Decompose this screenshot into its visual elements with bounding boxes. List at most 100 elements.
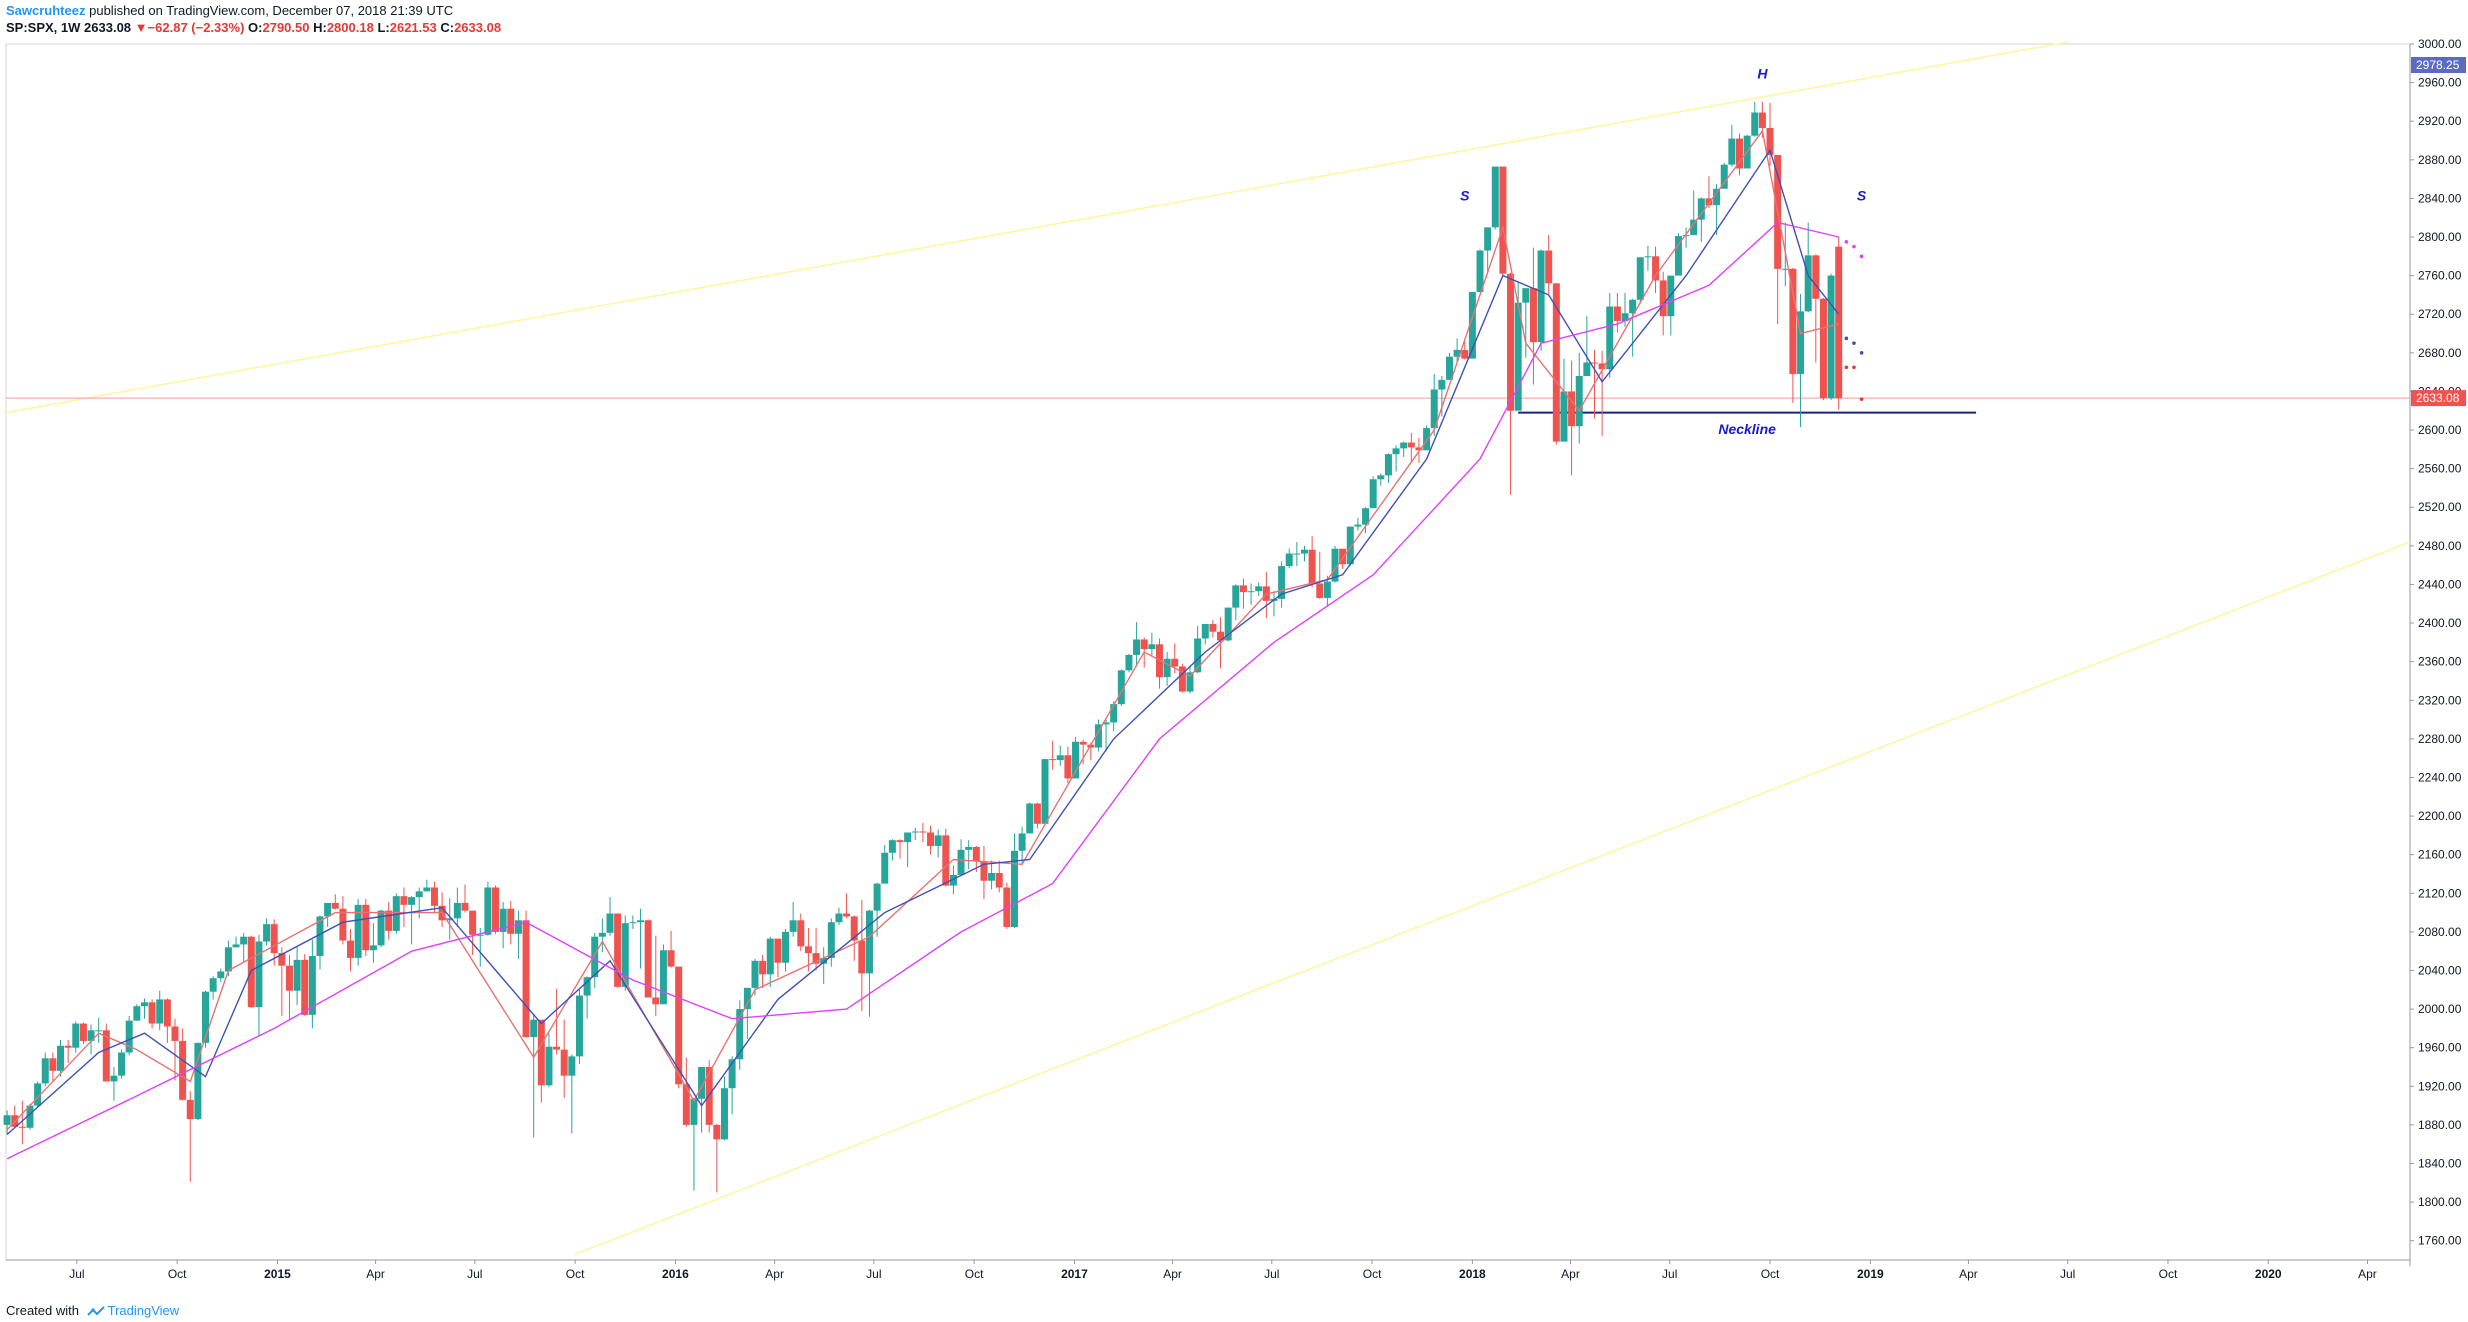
time-tick-label: Apr (2358, 1267, 2377, 1281)
published-text: published on TradingView.com, December 0… (89, 3, 454, 18)
candle-body-down (186, 1099, 194, 1120)
price-tick-label: 2360.00 (2418, 655, 2462, 669)
candle-body-down (430, 887, 438, 906)
author-name[interactable]: Sawcruhteez (6, 3, 86, 18)
candle-body-up (1438, 379, 1446, 390)
close-label: C: (440, 20, 455, 35)
price-tick-label: 2760.00 (2418, 269, 2462, 283)
chart-header: Sawcruhteez published on TradingView.com… (6, 2, 2468, 40)
candle-body-down (102, 1030, 110, 1082)
price-tick-label: 3000.00 (2418, 37, 2462, 51)
candle-body-up (1400, 442, 1408, 449)
candle-body-down (1217, 631, 1225, 641)
candle-body-up (140, 1002, 148, 1007)
candle-body-up (621, 923, 629, 987)
candle-body-up (736, 1009, 744, 1060)
candle-body-down (400, 896, 408, 905)
candle-body-up (1110, 704, 1118, 723)
candle-body-up (1674, 236, 1682, 276)
candle-body-up (1026, 803, 1034, 834)
candle-body-down (1209, 624, 1217, 632)
candle-body-up (1133, 639, 1141, 655)
candle-body-down (652, 997, 660, 1005)
projection-dot (1844, 336, 1849, 341)
candle-body-up (1331, 548, 1339, 582)
candle-body-down (1178, 666, 1186, 692)
projection-dot (1852, 244, 1856, 249)
candle-body-down (522, 920, 530, 1038)
candle-body-up (1346, 526, 1354, 565)
change-down-icon: ▼ (134, 20, 148, 35)
tradingview-logo-icon[interactable] (86, 1305, 105, 1318)
price-tick-label: 1800.00 (2418, 1195, 2462, 1209)
candle-body-down (1705, 198, 1713, 206)
candle-body-up (224, 947, 232, 972)
price-tick-label: 1840.00 (2418, 1156, 2462, 1170)
tradingview-brand[interactable]: TradingView (107, 1303, 180, 1318)
candle-body-up (888, 840, 896, 853)
candle-body-up (690, 1098, 698, 1125)
candle-body-up (110, 1075, 118, 1082)
candle-body-up (1430, 389, 1438, 429)
candle-body-up (1010, 850, 1018, 928)
price-tick-label: 2520.00 (2418, 500, 2462, 514)
candle-body-down (1140, 639, 1148, 650)
candle-body-up (743, 987, 751, 1010)
upper-channel-line (5, 41, 2068, 414)
candle-body-up (1392, 448, 1400, 455)
candle-body-up (392, 896, 400, 931)
high-value: 2800.18 (326, 20, 374, 35)
projection-dot (1859, 397, 1864, 401)
candle-body-down (79, 1023, 87, 1041)
time-tick-label: Jul (1264, 1267, 1279, 1281)
time-tick-label: 2019 (1857, 1267, 1884, 1281)
candle-body-up (1537, 250, 1545, 343)
candle-body-down (1079, 741, 1087, 745)
candle-body-up (530, 1019, 538, 1038)
candle-body-up (949, 874, 957, 886)
projection-dot (1844, 365, 1849, 370)
time-tick-label: Oct (1761, 1267, 1780, 1281)
candle-body-down (1766, 127, 1774, 155)
price-tick-label: 2560.00 (2418, 462, 2462, 476)
candle-body-up (545, 1046, 553, 1086)
plot-frame (5, 43, 2411, 1261)
candle-body-down (644, 920, 652, 998)
annotation-neckline: Neckline (1718, 421, 1776, 437)
candle-body-up (232, 944, 240, 948)
candle-body-down (171, 1026, 179, 1041)
candle-body-down (972, 846, 980, 862)
price-tick-label: 2920.00 (2418, 114, 2462, 128)
candle-body-up (369, 945, 377, 951)
candle-body-down (347, 940, 355, 958)
candle-body-down (942, 835, 950, 886)
candle-body-up (1293, 553, 1301, 555)
candle-body-up (1224, 607, 1232, 641)
created-with-label: Created with (6, 1303, 79, 1318)
candle-body-up (1606, 306, 1614, 370)
candle-body-down (461, 902, 469, 911)
candle-body-up (316, 916, 324, 956)
candle-body-up (324, 902, 332, 917)
candle-body-down (858, 940, 866, 974)
candle-body-up (637, 920, 645, 923)
candle-body-down (614, 913, 622, 987)
candle-body-up (1484, 227, 1492, 251)
candle-body-down (553, 1046, 561, 1050)
candle-body-up (1148, 644, 1156, 650)
price-tick-label: 2480.00 (2418, 539, 2462, 553)
candle-body-down (995, 873, 1003, 888)
candle-body-up (583, 977, 591, 996)
candle-body-up (1468, 292, 1476, 359)
candle-body-up (209, 978, 217, 992)
time-tick-label: Apr (1163, 1267, 1182, 1281)
price-change: −62.87 (−2.33%) (147, 20, 245, 35)
candle-body-up (1827, 275, 1835, 399)
candle-body-down (713, 1124, 721, 1140)
candle-body-up (1102, 722, 1110, 725)
time-tick-label: 2016 (662, 1267, 689, 1281)
candle-body-up (1423, 428, 1431, 451)
candle-body-up (766, 938, 774, 975)
time-tick-label: Jul (1662, 1267, 1677, 1281)
